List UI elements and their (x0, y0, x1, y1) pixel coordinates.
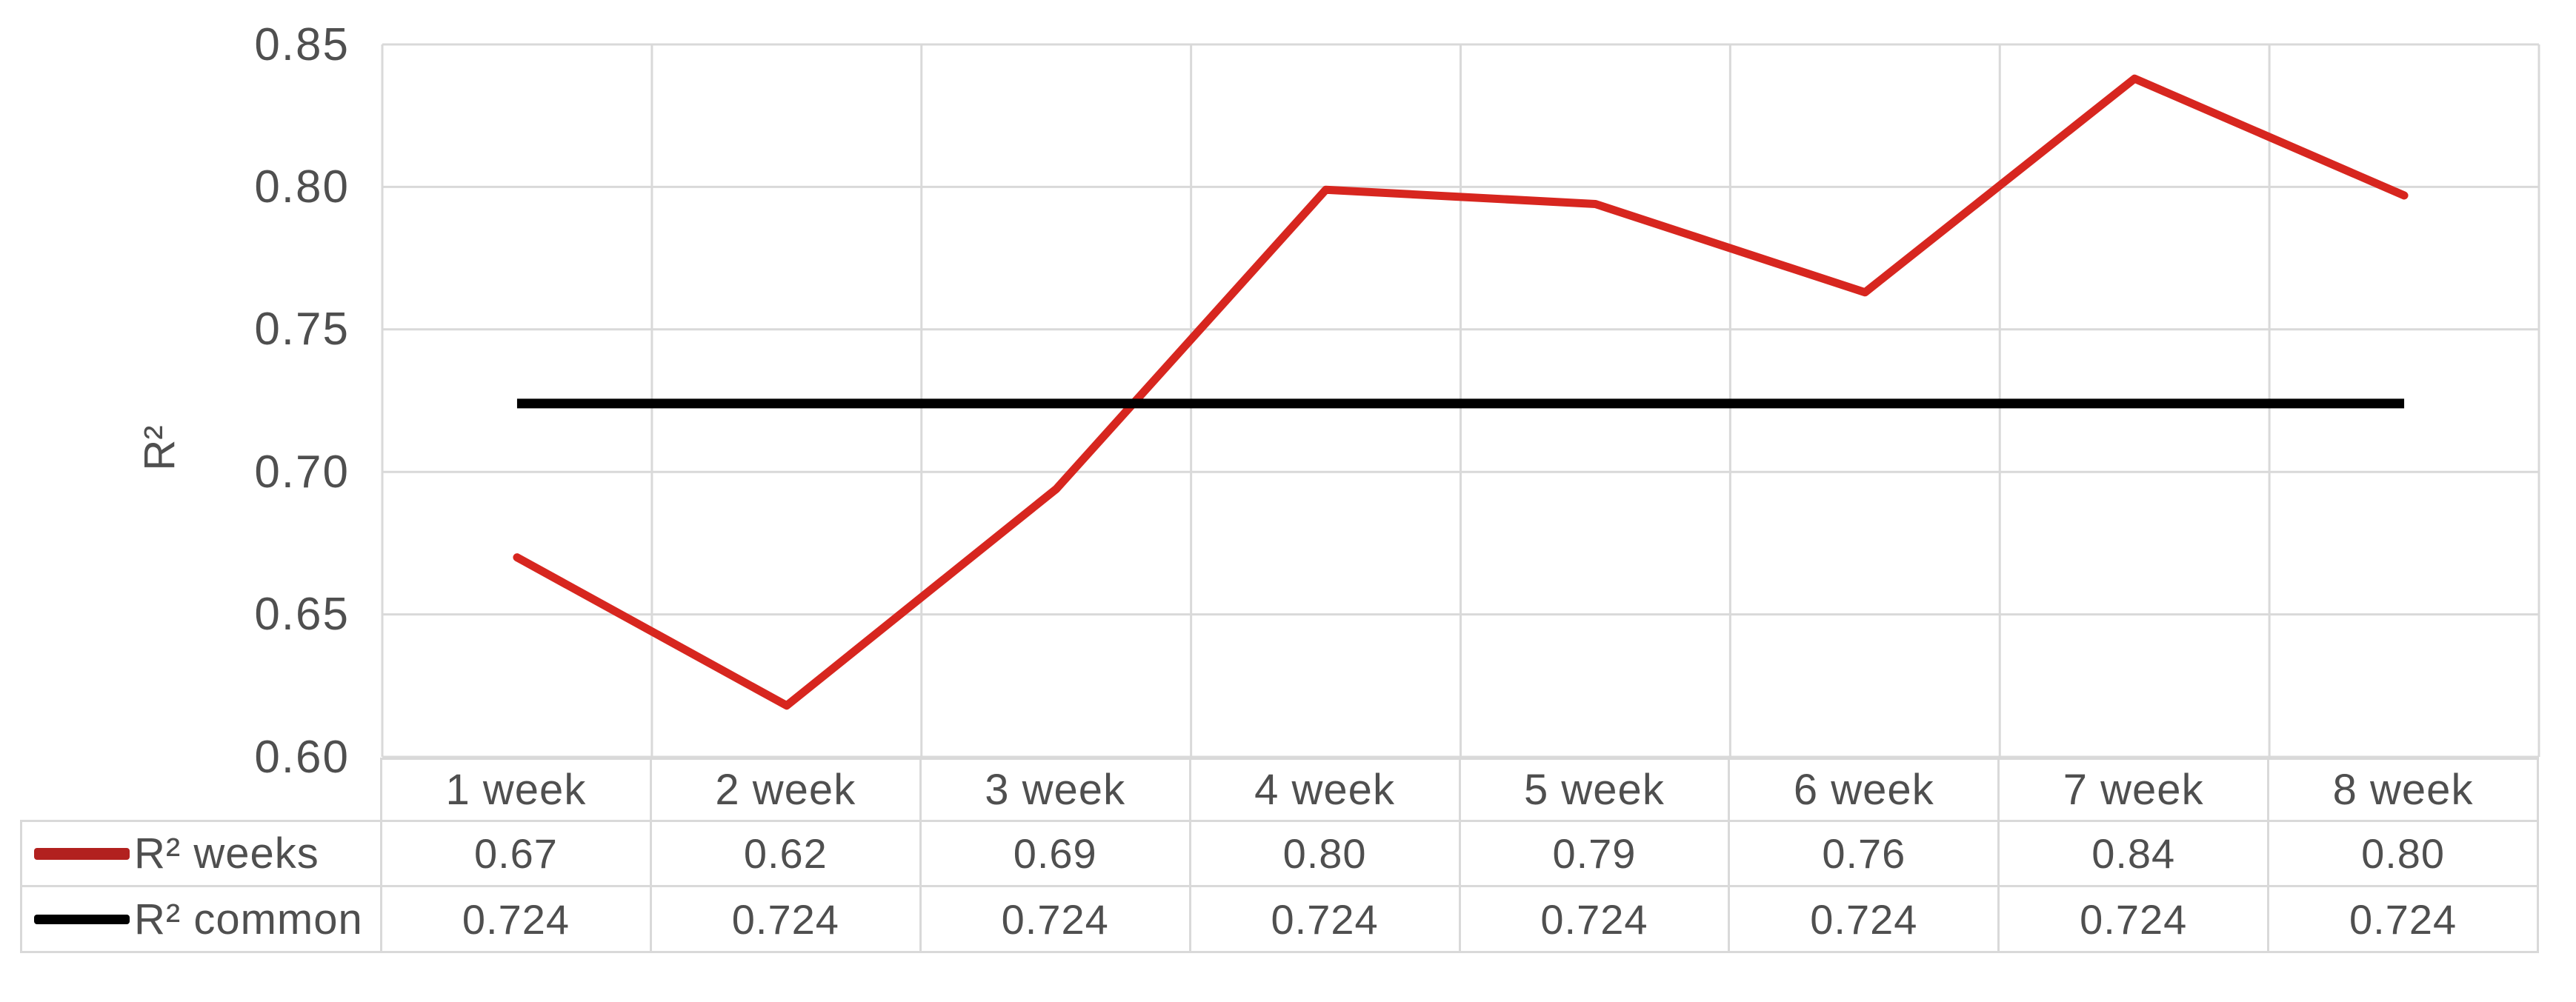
category-label: 7 week (2000, 758, 2270, 822)
data-table: 1 week 2 week 3 week 4 week 5 week 6 week 7 we… (20, 758, 2539, 953)
table-cell-value: 0.79 (1460, 822, 1731, 887)
category-label: 4 week (1191, 758, 1461, 822)
table-cell-value: 0.724 (1730, 887, 2000, 953)
y-tick-label: 0.70 (254, 446, 350, 498)
series-lines (513, 74, 2409, 710)
series-line-r2-weeks (513, 74, 2409, 710)
category-label: 8 week (2269, 758, 2539, 822)
table-cell-value: 0.62 (651, 822, 922, 887)
table-cell-value: 0.724 (1191, 887, 1461, 953)
table-corner-cell (20, 758, 382, 822)
legend-item-r2-weeks: R² weeks (20, 822, 382, 887)
table-cell-value: 0.724 (2269, 887, 2539, 953)
table-cell-value: 0.76 (1730, 822, 2000, 887)
y-tick-label: 0.85 (254, 19, 350, 70)
table-cell-value: 0.724 (382, 887, 652, 953)
category-label: 2 week (651, 758, 922, 822)
y-tick-label: 0.65 (254, 589, 350, 641)
table-cell-value: 0.84 (2000, 822, 2270, 887)
table-cell-value: 0.724 (651, 887, 922, 953)
legend-label-r2-common: R² common (134, 895, 363, 943)
table-cell-value: 0.69 (921, 822, 1191, 887)
y-tick-label: 0.60 (254, 731, 350, 783)
legend-item-r2-common: R² common (20, 887, 382, 953)
category-label: 6 week (1730, 758, 2000, 822)
category-label: 3 week (921, 758, 1191, 822)
legend-label-r2-weeks: R² weeks (134, 829, 319, 878)
table-cell-value: 0.724 (1460, 887, 1731, 953)
y-tick-label: 0.80 (254, 161, 350, 213)
table-cell-value: 0.724 (2000, 887, 2270, 953)
category-label: 5 week (1460, 758, 1731, 822)
legend-swatch-r2-common (34, 914, 130, 924)
table-cell-value: 0.67 (382, 822, 652, 887)
y-tick-label: 0.75 (254, 304, 350, 355)
table-cell-value: 0.80 (2269, 822, 2539, 887)
table-cell-value: 0.80 (1191, 822, 1461, 887)
category-label: 1 week (382, 758, 652, 822)
legend-swatch-r2-weeks (34, 847, 130, 860)
table-cell-value: 0.724 (921, 887, 1191, 953)
